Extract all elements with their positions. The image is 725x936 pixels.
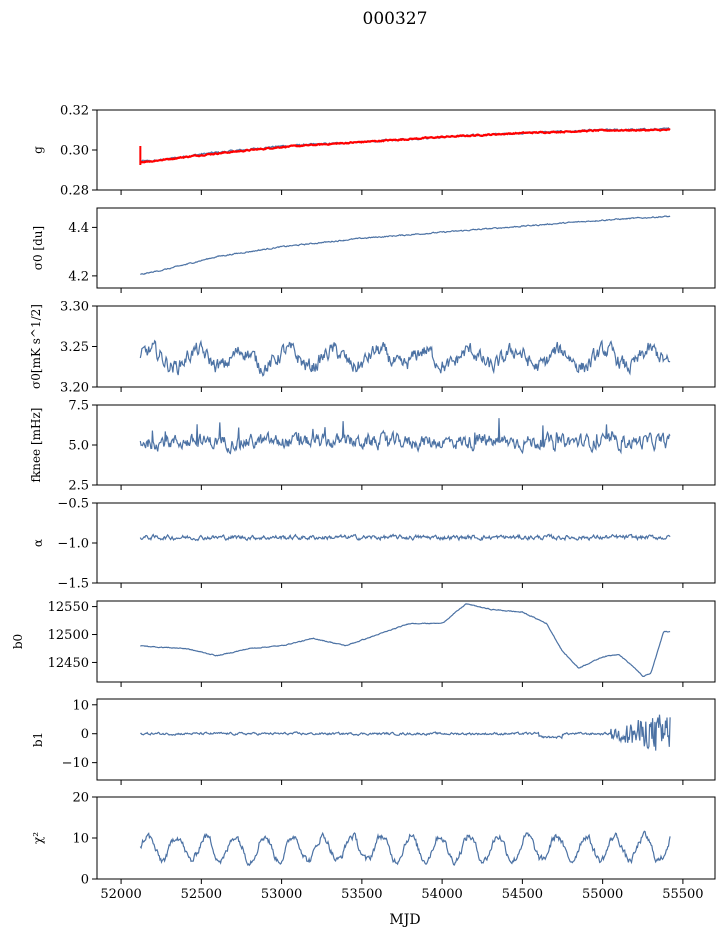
axes-frame (96, 502, 716, 584)
y-tick-label: 0 (81, 727, 89, 742)
x-tick-label: 52500 (181, 887, 222, 902)
axes-frame (96, 796, 716, 880)
y-tick-label: 10 (72, 832, 89, 847)
y-axis-label: fknee [mHz] (29, 408, 43, 483)
y-tick-label: 3.25 (60, 340, 89, 355)
x-tick-label: 54500 (502, 887, 543, 902)
y-tick-label: 4.2 (68, 269, 89, 284)
series-line-sigma0-mks-sigma0-mks (139, 339, 671, 377)
y-tick-label: 10 (72, 698, 89, 713)
panel-fknee: 2.5 5.0 7.5 fknee [mHz] (29, 399, 716, 494)
panels: 0.28 0.30 0.32 g 4.2 4.4 σ0 [du] 3.20 3.25 3.30 σ0… (11, 104, 716, 902)
series-line-gain-fit (140, 128, 671, 164)
x-axis-label: MJD (389, 912, 420, 928)
y-axis-label: b0 (11, 634, 25, 649)
y-tick-label: −1.0 (57, 537, 89, 552)
panel-sigma0-du: 4.2 4.4 σ0 [du] (31, 207, 716, 293)
y-tick-label: −0.5 (57, 497, 89, 512)
y-tick-label: 4.4 (68, 221, 89, 236)
axes-frame (96, 207, 716, 289)
axes-frame (96, 305, 716, 388)
y-tick-label: 0.28 (60, 184, 89, 199)
figure-title: 000327 (363, 9, 428, 29)
y-tick-label: 12450 (48, 656, 89, 671)
axes-frame (96, 109, 716, 191)
panel-alpha: −1.5 −1.0 −0.5 α (31, 497, 716, 592)
y-tick-label: −1.5 (57, 577, 89, 592)
y-tick-label: −10 (62, 756, 89, 771)
x-tick-label: 55000 (582, 887, 623, 902)
y-axis-label: α (31, 539, 45, 547)
x-tick-label: 52000 (100, 887, 141, 902)
panel-b0: 12450 12500 12550 b0 (11, 600, 716, 687)
x-tick-label: 53000 (261, 887, 302, 902)
series-line-alpha-alpha (139, 533, 671, 542)
y-tick-label: 12500 (48, 628, 89, 643)
series-line-b1-b1 (140, 714, 671, 751)
y-axis-label: σ0 [du] (31, 226, 45, 270)
y-tick-label: 12550 (48, 600, 89, 615)
y-tick-label: 5.0 (68, 439, 89, 454)
series-line-fknee-fknee (139, 418, 671, 455)
series-line-sigma0-du-sigma0 (140, 215, 671, 275)
series-line-chi2-chi2 (139, 830, 671, 867)
y-axis-label: g (31, 146, 45, 154)
y-tick-label: 0.32 (60, 104, 89, 119)
y-tick-label: 2.5 (68, 479, 89, 494)
y-tick-label: 20 (72, 791, 89, 806)
y-tick-label: 3.30 (60, 300, 89, 315)
y-axis-label: b1 (31, 732, 45, 747)
y-axis-label: σ0[mK s^1/2] (29, 304, 43, 389)
series-line-b0-b0 (140, 603, 671, 677)
y-axis-label: χ² (31, 832, 45, 844)
x-tick-label: 53500 (341, 887, 382, 902)
x-tick-label: 54000 (421, 887, 462, 902)
panel-sigma0-mks: 3.20 3.25 3.30 σ0[mK s^1/2] (29, 300, 716, 396)
panel-chi2: 52000 52500 53000 53500 54000 54500 55000 55500… (31, 791, 716, 902)
panel-b1: −10 0 10 b1 (31, 698, 716, 785)
y-tick-label: 0 (81, 873, 89, 888)
panel-gain: 0.28 0.30 0.32 g (31, 104, 716, 199)
axes-frame (96, 698, 716, 781)
y-tick-label: 0.30 (60, 144, 89, 159)
x-tick-label: 55500 (662, 887, 703, 902)
series-line-gain-measured (140, 127, 671, 163)
y-tick-label: 7.5 (68, 399, 89, 414)
axes-frame (96, 600, 716, 683)
y-tick-label: 3.20 (60, 381, 89, 396)
